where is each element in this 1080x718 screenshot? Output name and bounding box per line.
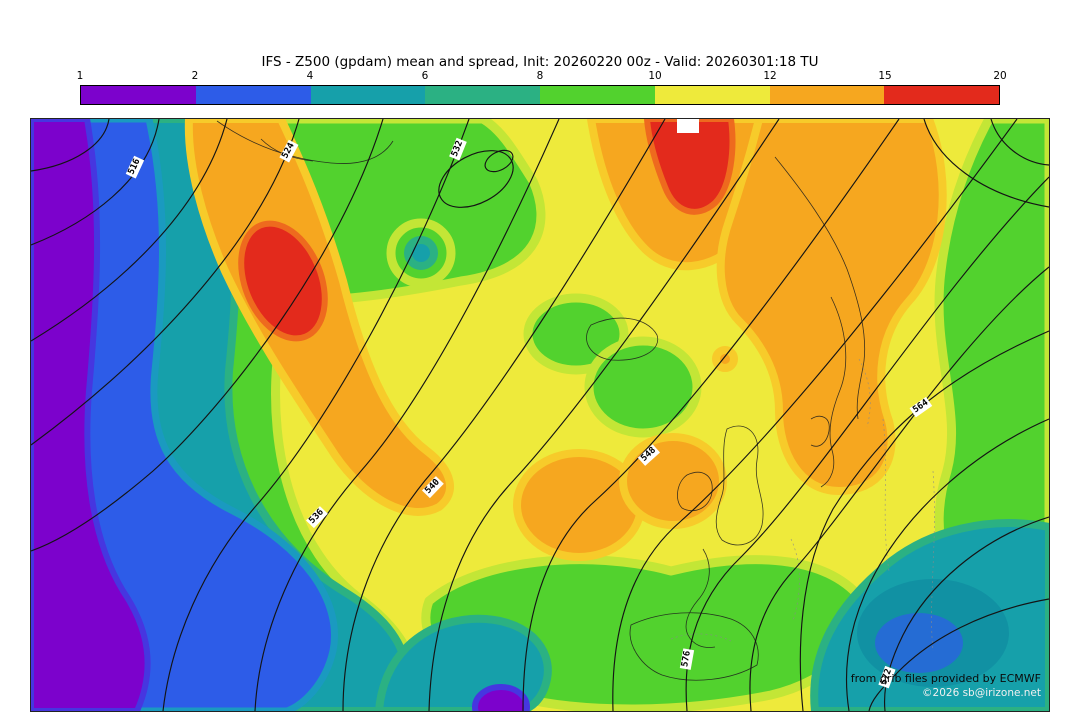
colorbar-segment <box>769 86 885 104</box>
contour-label-548: 548 <box>637 444 661 466</box>
colorbar-segment <box>195 86 311 104</box>
region-blue-southeast-spot <box>875 613 963 673</box>
coastline-path <box>774 156 866 420</box>
coastline-path <box>810 415 830 447</box>
map-panel: 516 524 532 536 540 548 564 572 576 from grib fi… <box>30 118 1050 712</box>
contour-label-564: 564 <box>909 396 933 418</box>
region-purple-south-wedge <box>472 684 530 711</box>
attribution: from grib files provided by ECMWF ©2026 … <box>851 671 1041 701</box>
colorbar-tick-label: 10 <box>648 70 662 82</box>
border-path <box>790 538 800 622</box>
coastline-path <box>216 120 394 164</box>
coastline-path <box>586 317 659 361</box>
colorbar-tick-row: 1 2 4 6 8 10 12 15 20 <box>76 70 1007 84</box>
contour-line <box>254 119 560 711</box>
contour-line <box>845 418 1049 711</box>
contour-line <box>31 119 160 246</box>
contour-line <box>612 119 1018 711</box>
chart-title: IFS - Z500 (gpdam) mean and spread, Init… <box>261 54 819 70</box>
attribution-line-2: ©2026 sb@irizone.net <box>922 687 1041 699</box>
contour-label-layer: 516 524 532 536 540 548 564 572 576 <box>31 119 1049 711</box>
attribution-line-1: from grib files provided by ECMWF <box>850 672 1041 685</box>
spread-shading-layer <box>31 119 1049 711</box>
colorbar-segment <box>654 86 770 104</box>
white-gap <box>677 119 699 133</box>
region-orange-northeast-mass <box>716 119 947 495</box>
contour-label-516: 516 <box>125 155 145 179</box>
contour-closed-loop <box>438 150 514 208</box>
border-path <box>670 633 732 642</box>
region-purple-west-edge <box>31 119 151 711</box>
colorbar-tick-label: 15 <box>878 70 892 82</box>
colorbar-tick-label: 8 <box>536 70 544 82</box>
region-orange-dot <box>712 346 738 372</box>
coastline-path <box>715 425 764 546</box>
contour-line <box>749 266 1049 711</box>
border-path <box>882 418 890 572</box>
contour-label-524: 524 <box>279 139 299 163</box>
region-red-north-max <box>644 119 736 215</box>
contour-line <box>522 119 900 711</box>
contour-line <box>342 119 666 711</box>
contour-line <box>31 119 300 446</box>
region-green-centre-a <box>523 293 629 375</box>
contour-line <box>868 598 1049 711</box>
contour-line-layer <box>31 119 1049 711</box>
coastline-path <box>677 471 713 512</box>
colorbar-segment <box>425 86 540 104</box>
region-green-centre-b <box>584 336 702 438</box>
contour-line <box>31 119 384 552</box>
border-layer <box>670 358 935 652</box>
contour-closed-loop <box>484 149 514 173</box>
colorbar-tick-label: 20 <box>993 70 1007 82</box>
contour-line <box>31 119 110 172</box>
region-red-northwest-max <box>238 220 328 342</box>
colorbar-tick-label: 6 <box>421 70 429 82</box>
contour-label-576: 576 <box>679 648 695 670</box>
contour-line <box>685 176 1049 711</box>
colorbar-bar <box>80 85 1000 105</box>
colorbar-tick-label: 12 <box>763 70 777 82</box>
contour-label-540: 540 <box>422 475 444 499</box>
region-teal-dot <box>404 236 438 270</box>
contour-line <box>428 119 780 711</box>
coastline-path <box>820 296 847 488</box>
map-svg <box>31 119 1049 711</box>
colorbar-tick-label: 4 <box>306 70 314 82</box>
contour-line <box>31 119 228 342</box>
contour-line <box>162 119 470 711</box>
coastline-layer <box>216 120 866 681</box>
contour-label-532: 532 <box>449 137 467 161</box>
coastline-path <box>629 612 759 681</box>
colorbar: 1 2 4 6 8 10 12 15 20 <box>76 70 1007 106</box>
colorbar-segment <box>540 86 655 104</box>
coastline-path <box>685 548 716 648</box>
contour-line <box>799 330 1049 711</box>
contour-line <box>990 119 1049 166</box>
border-path <box>858 358 871 428</box>
contour-line <box>923 119 1049 208</box>
colorbar-tick-label: 1 <box>76 70 84 82</box>
colorbar-segment <box>81 86 196 104</box>
colorbar-segment <box>310 86 426 104</box>
border-path <box>931 470 935 652</box>
contour-label-536: 536 <box>306 505 328 529</box>
colorbar-segment <box>884 86 999 104</box>
colorbar-tick-label: 2 <box>191 70 199 82</box>
